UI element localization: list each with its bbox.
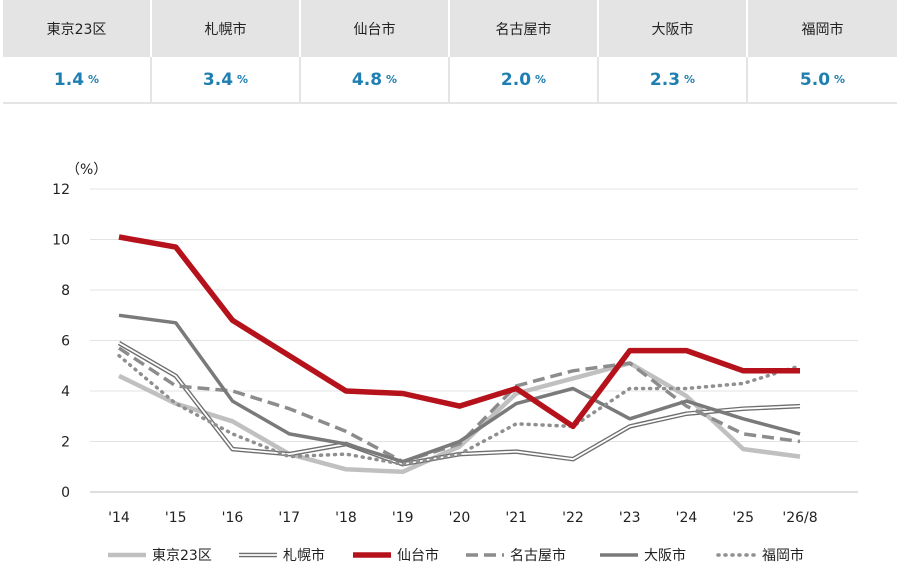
vacancy-rate-line-chart: 0 2 4 6 8 10 12 '14 '15 '16 '17 '18 '19 '20 '21 '22 '23… (52, 162, 858, 564)
y-tick-label: 10 (52, 233, 70, 249)
summary-unit: % (684, 73, 696, 86)
summary-unit: % (834, 73, 846, 86)
series-lines (117, 234, 802, 475)
summary-header-row: 東京23区 札幌市 仙台市 名古屋市 大阪市 福岡市 (3, 0, 897, 57)
summary-value-cell: 2.3% (599, 57, 748, 104)
summary-city-header: 名古屋市 (450, 0, 599, 57)
summary-value-cell: 2.0% (450, 57, 599, 104)
series-line (118, 346, 801, 464)
x-tick-label: '25 (732, 510, 754, 526)
summary-value-cell: 3.4% (152, 57, 301, 104)
summary-value: 4.8 (351, 69, 383, 90)
x-tick-label: '20 (449, 510, 471, 526)
summary-city-header: 仙台市 (301, 0, 450, 57)
y-tick-label: 8 (61, 283, 70, 299)
summary-value: 5.0 (799, 69, 831, 90)
x-tick-label: '22 (562, 510, 584, 526)
summary-value-cell: 5.0% (748, 57, 897, 104)
x-tick-label: '19 (392, 510, 414, 526)
summary-city-header: 東京23区 (3, 0, 152, 57)
x-tick-label: '14 (108, 510, 130, 526)
summary-city-header: 大阪市 (599, 0, 748, 57)
x-tick-label: '24 (676, 510, 698, 526)
summary-value: 1.4 (53, 69, 85, 90)
summary-unit: % (88, 73, 100, 86)
summary-city-header: 札幌市 (152, 0, 301, 57)
legend-label: 東京23区 (152, 548, 212, 564)
summary-value: 2.3 (649, 69, 681, 90)
summary-unit: % (237, 73, 249, 86)
series-line (118, 313, 801, 464)
summary-unit: % (535, 73, 547, 86)
y-tick-label: 0 (61, 485, 70, 501)
summary-city-header: 福岡市 (748, 0, 897, 57)
summary-value-cell: 1.4% (3, 57, 152, 104)
legend-label: 福岡市 (762, 547, 804, 564)
x-tick-label: '23 (619, 510, 641, 526)
y-axis-tick-labels: 0 2 4 6 8 10 12 (52, 182, 70, 501)
legend-label: 仙台市 (397, 547, 439, 564)
summary-value-row: 1.4% 3.4% 4.8% 2.0% 2.3% 5.0% (3, 57, 897, 104)
x-tick-label: '17 (278, 510, 300, 526)
chart-legend: 東京23区 札幌市 仙台市 名古屋市 大阪市 福岡市 (108, 547, 804, 564)
legend-label: 名古屋市 (510, 547, 566, 564)
summary-value: 2.0 (500, 69, 532, 90)
legend-label: 大阪市 (644, 547, 686, 564)
summary-unit: % (386, 73, 398, 86)
legend-label: 札幌市 (283, 547, 325, 564)
y-tick-label: 4 (61, 384, 70, 400)
x-tick-label: '26/8 (782, 510, 817, 526)
y-tick-label: 12 (52, 182, 70, 198)
series-line (117, 353, 802, 466)
summary-value-cell: 4.8% (301, 57, 450, 104)
series-line (118, 234, 800, 430)
vacancy-summary-table: 東京23区 札幌市 仙台市 名古屋市 大阪市 福岡市 1.4% 3.4% 4.8… (3, 0, 897, 104)
x-tick-label: '21 (505, 510, 527, 526)
x-axis-tick-labels: '14 '15 '16 '17 '18 '19 '20 '21 '22 '23 '24 '25 '26/… (108, 510, 817, 526)
x-tick-label: '16 (222, 510, 244, 526)
y-tick-label: 6 (61, 334, 70, 350)
y-axis-label: （%） (66, 162, 107, 178)
y-tick-label: 2 (61, 435, 70, 451)
x-tick-label: '18 (335, 510, 357, 526)
x-tick-label: '15 (165, 510, 187, 526)
series-line (118, 360, 801, 475)
summary-value: 3.4 (202, 69, 234, 90)
